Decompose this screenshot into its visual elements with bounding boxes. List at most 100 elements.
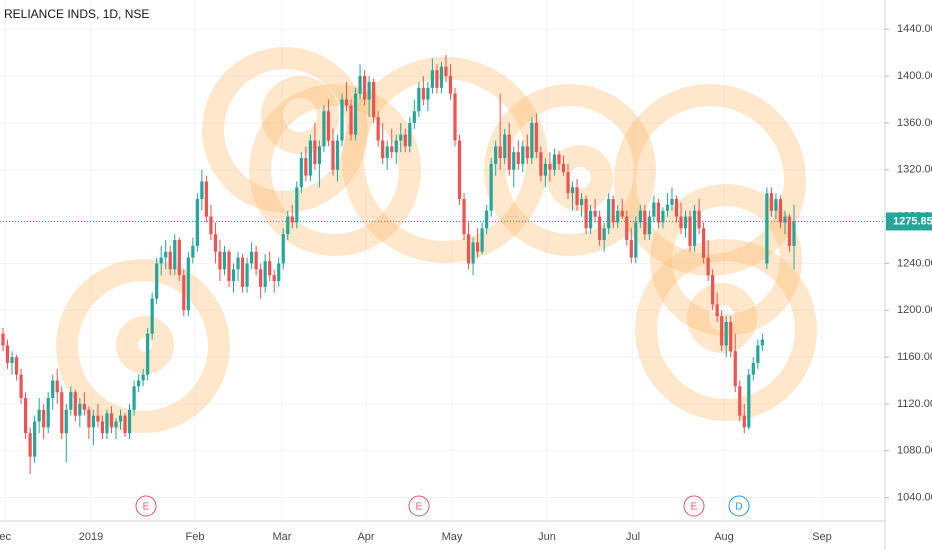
- candle-body: [218, 251, 222, 270]
- candle-body: [548, 163, 552, 170]
- candle-body: [579, 199, 584, 205]
- candle-body: [435, 70, 439, 88]
- last-price-label: 1275.85: [893, 215, 932, 227]
- candle-body: [118, 415, 123, 422]
- candle-body: [10, 357, 14, 363]
- y-tick-label: 1400.00: [897, 70, 932, 82]
- candle-body: [457, 140, 462, 200]
- candle-body: [394, 140, 398, 153]
- candle-body: [304, 158, 308, 176]
- candle-body: [598, 216, 602, 241]
- candle-body: [448, 76, 453, 94]
- candle-body: [277, 263, 281, 281]
- candle-body: [485, 210, 489, 229]
- candle-body: [476, 242, 480, 252]
- candle-body: [733, 351, 737, 387]
- candle-body: [317, 146, 321, 164]
- candle-body: [19, 374, 23, 399]
- y-tick-label: 1360.00: [897, 117, 932, 129]
- event-marker: [408, 495, 430, 517]
- candle-body: [299, 158, 303, 188]
- candle-body: [155, 263, 159, 299]
- ring: [56, 259, 230, 433]
- event-label: E: [416, 502, 423, 513]
- candle-body: [570, 187, 575, 194]
- candle-body: [715, 304, 719, 317]
- event-marker: [728, 495, 750, 517]
- candle-body: [417, 87, 421, 112]
- candle-body: [344, 99, 349, 106]
- candle-body: [159, 257, 163, 264]
- x-tick-label: ec: [0, 531, 11, 543]
- candle-body: [109, 413, 114, 428]
- candle-body: [96, 415, 100, 422]
- candle-body: [186, 257, 190, 311]
- candle-body: [724, 321, 728, 346]
- candles: [1, 55, 796, 475]
- candle-body: [286, 216, 290, 235]
- candle-body: [611, 199, 615, 223]
- candle-body: [589, 210, 593, 229]
- candle-body: [760, 339, 764, 346]
- decorations: [56, 47, 817, 433]
- candle-body: [607, 199, 611, 229]
- event-label: E: [143, 502, 150, 513]
- candle-body: [331, 140, 335, 170]
- candle-body: [498, 146, 502, 159]
- candle-body: [769, 193, 773, 211]
- candle-body: [539, 152, 543, 176]
- candle-body: [503, 134, 507, 159]
- y-tick-label: 1200.00: [897, 304, 932, 316]
- event-label: D: [735, 502, 742, 513]
- candle-body: [326, 111, 331, 141]
- candle-body: [254, 251, 258, 270]
- candle-body: [602, 228, 606, 241]
- candle-body: [1, 333, 5, 346]
- candle-body: [412, 111, 416, 123]
- y-tick-label: 1320.00: [897, 164, 932, 176]
- candle-body: [263, 261, 267, 287]
- candle-body: [634, 222, 638, 258]
- candle-body: [322, 111, 326, 147]
- candle-body: [358, 76, 362, 94]
- candle-body: [756, 345, 760, 363]
- candle-body: [295, 187, 299, 223]
- candle-body: [33, 421, 37, 457]
- candle-body: [200, 181, 204, 200]
- candle-body: [46, 398, 50, 428]
- candle-body: [661, 210, 665, 223]
- candle-body: [87, 409, 91, 428]
- candle-body: [353, 93, 358, 135]
- candle-body: [516, 152, 520, 164]
- candle-body: [105, 413, 109, 434]
- candle-body: [426, 87, 430, 100]
- candle-body: [231, 269, 236, 281]
- candle-body: [421, 87, 425, 100]
- candle-body: [78, 403, 82, 416]
- x-tick-label: Jul: [626, 531, 640, 543]
- candle-body: [376, 117, 380, 141]
- ring: [249, 84, 421, 256]
- candle-body: [168, 251, 172, 270]
- x-tick-label: May: [442, 531, 463, 543]
- candle-body: [313, 140, 317, 164]
- candle-body: [521, 146, 525, 164]
- candle-body: [173, 240, 177, 270]
- candle-body: [711, 275, 715, 305]
- candle-body: [132, 386, 136, 410]
- candle-body: [399, 134, 403, 141]
- candle-body: [683, 216, 688, 229]
- candle-body: [751, 362, 755, 375]
- candle-body: [674, 199, 679, 217]
- candle-body: [652, 202, 656, 217]
- candle-body: [281, 234, 285, 264]
- candle-body: [372, 81, 376, 118]
- candle-body: [64, 409, 68, 434]
- candle-body: [222, 251, 227, 270]
- x-tick-label: Feb: [186, 531, 205, 543]
- candle-body: [55, 380, 59, 393]
- candle-body: [742, 415, 746, 428]
- candle-body: [489, 163, 493, 211]
- candle-body: [290, 216, 294, 223]
